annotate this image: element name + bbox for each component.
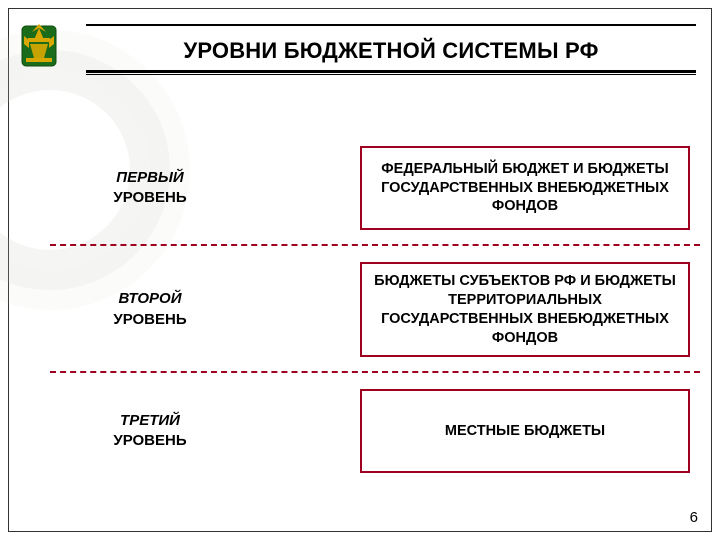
levels-container: ПЕРВЫЙ УРОВЕНЬ ФЕДЕРАЛЬНЫЙ БЮДЖЕТ И БЮДЖ… [60,130,690,489]
level-box-1: ФЕДЕРАЛЬНЫЙ БЮДЖЕТ И БЮДЖЕТЫ ГОСУДАРСТВЕ… [360,146,690,230]
title-block: УРОВНИ БЮДЖЕТНОЙ СИСТЕМЫ РФ [86,24,696,75]
level-box-text: БЮДЖЕТЫ СУБЪЕКТОВ РФ И БЮДЖЕТЫ ТЕРРИТОРИ… [372,272,678,347]
level-label-2: ВТОРОЙ УРОВЕНЬ [60,289,240,330]
level-label-plain: УРОВЕНЬ [113,189,186,206]
level-label-italic: ВТОРОЙ [60,289,240,309]
level-label-1: ПЕРВЫЙ УРОВЕНЬ [60,168,240,209]
level-row-3: ТРЕТИЙ УРОВЕНЬ МЕСТНЫЕ БЮДЖЕТЫ [60,373,690,489]
level-box-3: МЕСТНЫЕ БЮДЖЕТЫ [360,389,690,473]
title-rule-bottom [86,70,696,75]
level-label-italic: ТРЕТИЙ [60,411,240,431]
title-rule-top [86,24,696,26]
level-label-3: ТРЕТИЙ УРОВЕНЬ [60,411,240,452]
level-box-text: МЕСТНЫЕ БЮДЖЕТЫ [445,422,605,441]
level-box-2: БЮДЖЕТЫ СУБЪЕКТОВ РФ И БЮДЖЕТЫ ТЕРРИТОРИ… [360,262,690,357]
level-row-2: ВТОРОЙ УРОВЕНЬ БЮДЖЕТЫ СУБЪЕКТОВ РФ И БЮ… [60,246,690,373]
level-label-italic: ПЕРВЫЙ [60,168,240,188]
emblem-icon [12,18,66,72]
level-label-plain: УРОВЕНЬ [113,432,186,449]
page-title: УРОВНИ БЮДЖЕТНОЙ СИСТЕМЫ РФ [86,34,696,70]
page-number: 6 [690,509,698,526]
level-box-text: ФЕДЕРАЛЬНЫЙ БЮДЖЕТ И БЮДЖЕТЫ ГОСУДАРСТВЕ… [372,160,678,217]
level-label-plain: УРОВЕНЬ [113,311,186,328]
level-row-1: ПЕРВЫЙ УРОВЕНЬ ФЕДЕРАЛЬНЫЙ БЮДЖЕТ И БЮДЖ… [60,130,690,246]
